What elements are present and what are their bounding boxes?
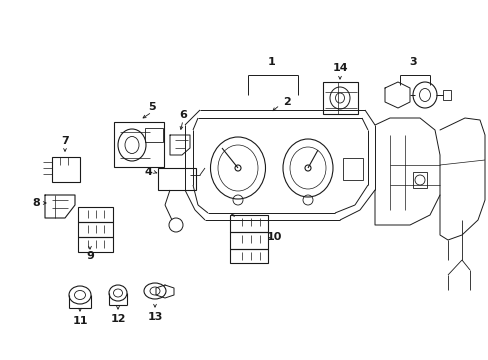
Text: 5: 5 bbox=[148, 102, 156, 112]
Bar bbox=[158, 168, 196, 190]
Bar bbox=[229, 215, 267, 232]
Text: 7: 7 bbox=[61, 136, 69, 146]
Bar bbox=[78, 237, 113, 252]
Bar bbox=[229, 249, 267, 263]
Bar bbox=[323, 82, 357, 114]
Text: 4: 4 bbox=[144, 167, 152, 177]
Bar bbox=[78, 222, 113, 237]
Text: 12: 12 bbox=[110, 314, 125, 324]
Text: 1: 1 bbox=[267, 57, 275, 67]
Bar bbox=[78, 207, 113, 222]
Bar bbox=[342, 158, 362, 180]
Bar bbox=[114, 122, 163, 167]
Text: 10: 10 bbox=[266, 232, 281, 242]
Text: 9: 9 bbox=[86, 251, 94, 261]
Text: 8: 8 bbox=[32, 198, 40, 208]
Text: 11: 11 bbox=[72, 316, 87, 326]
Bar bbox=[229, 232, 267, 249]
Text: 14: 14 bbox=[331, 63, 347, 73]
Bar bbox=[412, 172, 426, 188]
Text: 6: 6 bbox=[179, 110, 186, 120]
Bar bbox=[52, 157, 80, 182]
Bar bbox=[442, 90, 450, 100]
Bar bbox=[145, 128, 163, 142]
Text: 13: 13 bbox=[147, 312, 163, 322]
Text: 3: 3 bbox=[408, 57, 416, 67]
Text: 2: 2 bbox=[283, 97, 290, 107]
